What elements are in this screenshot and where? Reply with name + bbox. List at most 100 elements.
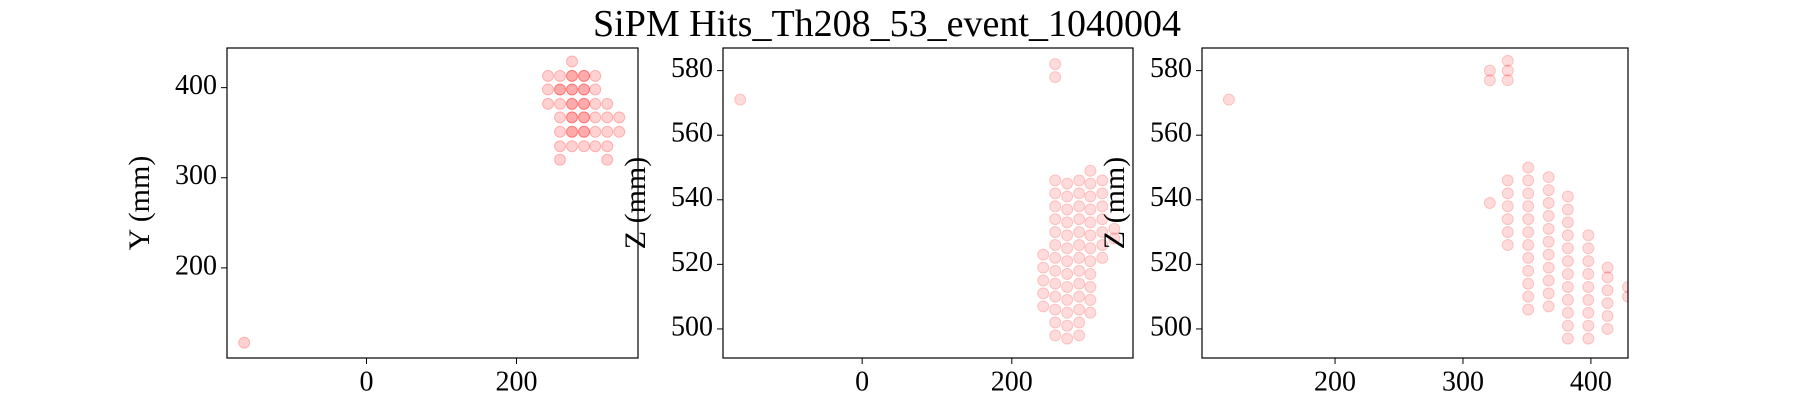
hit-point [1582, 293, 1595, 306]
hit-point [1501, 238, 1514, 251]
hit-point [1561, 280, 1574, 293]
hit-point [1522, 174, 1535, 187]
hit-point [1522, 213, 1535, 226]
hit-point [1049, 290, 1062, 303]
hit-point [1522, 290, 1535, 303]
y-tick-label: 500 [671, 311, 713, 342]
hit-point [1522, 264, 1535, 277]
hit-point [1561, 268, 1574, 281]
hit-point [1542, 222, 1555, 235]
hit-point [1073, 290, 1086, 303]
hit-point [1582, 255, 1595, 268]
hit-point [578, 111, 590, 124]
y-tick-label: 520 [671, 247, 713, 278]
hit-point [1542, 274, 1555, 287]
hit-point [566, 69, 578, 82]
plot-frame [1201, 47, 1629, 359]
hit-point [1561, 242, 1574, 255]
points [1222, 54, 1628, 345]
hit-point [1582, 306, 1595, 319]
hit-point [1542, 197, 1555, 209]
hit-point [1061, 319, 1074, 332]
y-tick-label: 200 [175, 250, 217, 281]
hit-point [1501, 200, 1514, 213]
subplot: 0 200 500 520 540 560 580 Z (mm) [619, 47, 1134, 397]
hit-point [1073, 187, 1086, 200]
hit-point [578, 97, 590, 110]
hit-point [578, 69, 590, 82]
hit-point [1037, 248, 1050, 261]
hit-point [613, 125, 626, 138]
hit-point [1108, 222, 1121, 235]
hit-point [1622, 290, 1628, 303]
hit-point [1037, 261, 1050, 274]
hit-point [734, 93, 747, 106]
hit-point [578, 111, 590, 124]
hit-point [1073, 303, 1086, 316]
hit-point [1073, 277, 1086, 290]
y-axis-label: Y (mm) [123, 156, 156, 251]
hit-point [1084, 255, 1097, 268]
y-tick-label: 540 [1150, 182, 1192, 213]
hit-point [566, 111, 578, 124]
hit-point [1622, 280, 1628, 293]
hit-point [566, 69, 578, 82]
hit-point [1096, 238, 1109, 251]
x-tick-label: 200 [991, 366, 1033, 397]
hit-point [1542, 261, 1555, 274]
hit-point [589, 125, 602, 138]
hit-point [1061, 177, 1074, 190]
hit-point [1582, 319, 1595, 332]
plot-frame [722, 47, 1134, 359]
hit-point [1084, 268, 1097, 281]
hit-point [1049, 71, 1062, 84]
hit-point [601, 97, 614, 110]
hit-point [1073, 174, 1086, 187]
hit-point [1049, 303, 1062, 316]
hit-point [1542, 248, 1555, 261]
x-tick-label: 400 [1570, 366, 1612, 397]
hit-point [1084, 164, 1097, 177]
y-axis-label: Z (mm) [1098, 157, 1131, 249]
hit-point [1561, 332, 1574, 345]
hit-point [1037, 300, 1050, 313]
hit-point [554, 69, 566, 82]
hit-point [1561, 306, 1574, 319]
hit-point [566, 111, 578, 124]
hit-point [1601, 322, 1614, 335]
hit-point [1061, 216, 1074, 229]
hit-point [1096, 213, 1109, 226]
hit-point [1522, 251, 1535, 264]
hit-point [1601, 261, 1614, 274]
hit-point [1582, 332, 1595, 345]
hit-point [1561, 319, 1574, 332]
hit-point [1084, 242, 1097, 255]
hit-point [1561, 216, 1574, 229]
hit-point [1483, 197, 1496, 209]
hit-point [578, 125, 590, 138]
hit-point [1061, 306, 1074, 319]
x-tick-label: 300 [1442, 366, 1484, 397]
y-tick-label: 300 [175, 160, 217, 191]
hit-point [1073, 316, 1086, 329]
hit-point [1542, 287, 1555, 300]
subplot: 200 300 400 500 520 540 560 580 Z (mm) [1098, 47, 1629, 397]
hit-point [1542, 235, 1555, 248]
hit-point [589, 140, 602, 153]
hit-point [1061, 203, 1074, 216]
hit-point [1561, 255, 1574, 268]
hit-point [589, 111, 602, 124]
hit-point [566, 83, 578, 96]
hit-point [589, 83, 602, 96]
points [238, 55, 626, 349]
hit-point [1561, 229, 1574, 242]
hit-point [1049, 226, 1062, 239]
hit-point [1542, 300, 1555, 313]
hit-point [542, 83, 554, 96]
hit-point [1601, 310, 1614, 323]
hit-point [1522, 187, 1535, 200]
hit-point [1542, 209, 1555, 222]
hit-point [1084, 293, 1097, 306]
